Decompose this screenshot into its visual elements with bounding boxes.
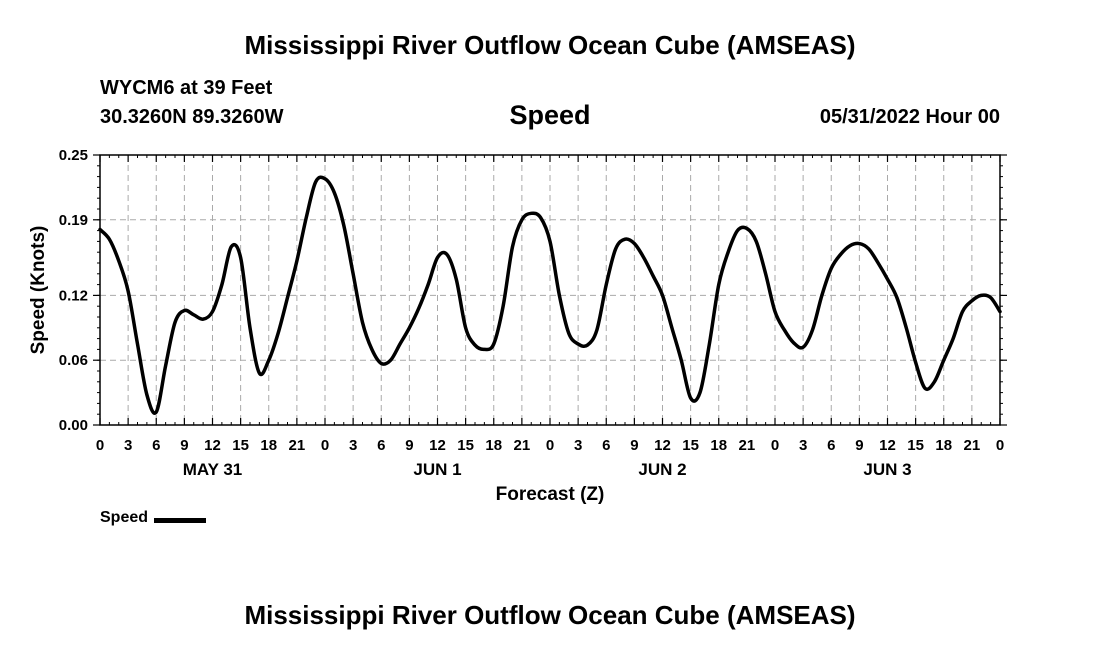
x-tick-label: 0: [996, 437, 1004, 454]
legend: Speed: [100, 509, 207, 527]
y-axis-label: Speed (Knots): [28, 226, 49, 355]
x-tick-label: 15: [457, 437, 474, 454]
day-label: JUN 1: [413, 460, 461, 479]
x-tick-label: 21: [964, 437, 981, 454]
x-tick-label: 6: [602, 437, 610, 454]
x-tick-label: 15: [907, 437, 924, 454]
x-tick-label: 12: [204, 437, 221, 454]
legend-line-swatch: [154, 517, 207, 523]
x-tick-label: 9: [855, 437, 863, 454]
x-tick-label: 0: [96, 437, 104, 454]
x-tick-label: 0: [321, 437, 329, 454]
x-tick-label: 0: [771, 437, 779, 454]
x-tick-label: 21: [289, 437, 306, 454]
chart-main-title: Mississippi River Outflow Ocean Cube (AM…: [244, 30, 856, 60]
x-tick-label: 3: [574, 437, 582, 454]
day-label: MAY 31: [183, 460, 243, 479]
day-label: JUN 2: [638, 460, 686, 479]
axis-tick-labels: 0 3 6 9 12 15 18 21 0 3 6 9 12 15 18 21 0 3 6 9 12 15 18 21 0 3 6 9…: [59, 147, 1004, 479]
x-tick-label: 9: [405, 437, 413, 454]
x-tick-label: 18: [710, 437, 727, 454]
x-tick-label: 0: [546, 437, 554, 454]
x-tick-label: 6: [827, 437, 835, 454]
x-tick-label: 6: [377, 437, 385, 454]
x-tick-label: 12: [879, 437, 896, 454]
y-tick-label: 0.19: [59, 212, 88, 229]
x-tick-label: 18: [260, 437, 277, 454]
axis-ticks: [93, 154, 1007, 426]
variable-title: Speed: [509, 100, 591, 130]
x-tick-label: 21: [514, 437, 531, 454]
x-tick-label: 12: [654, 437, 671, 454]
x-tick-label: 3: [124, 437, 132, 454]
x-tick-label: 6: [152, 437, 160, 454]
y-tick-label: 0.00: [59, 417, 88, 434]
y-tick-label: 0.12: [59, 287, 88, 304]
x-tick-label: 21: [739, 437, 756, 454]
x-tick-label: 12: [429, 437, 446, 454]
x-tick-label: 9: [630, 437, 638, 454]
y-tick-label: 0.25: [59, 147, 88, 164]
speed-series-line: [98, 175, 1002, 415]
legend-label: Speed: [100, 509, 149, 526]
station-label: WYCM6 at 39 Feet: [100, 77, 273, 99]
y-tick-label: 0.06: [59, 352, 88, 369]
speed-chart: 0 3 6 9 12 15 18 21 0 3 6 9 12 15 18 21 0 3 6 9 12 15 18 21 0 3 6 9…: [28, 147, 1007, 505]
x-tick-label: 3: [349, 437, 357, 454]
day-label: JUN 3: [863, 460, 911, 479]
x-tick-label: 18: [935, 437, 952, 454]
x-tick-label: 3: [799, 437, 807, 454]
x-axis-label: Forecast (Z): [496, 484, 605, 505]
forecast-datetime: 05/31/2022 Hour 00: [819, 106, 1000, 128]
x-tick-label: 15: [232, 437, 249, 454]
next-chart-title: Mississippi River Outflow Ocean Cube (AM…: [244, 600, 856, 630]
x-tick-label: 18: [485, 437, 502, 454]
x-tick-label: 9: [180, 437, 188, 454]
coordinates-label: 30.3260N 89.3260W: [100, 106, 284, 128]
grid-lines: [100, 155, 1000, 425]
x-tick-label: 15: [682, 437, 699, 454]
